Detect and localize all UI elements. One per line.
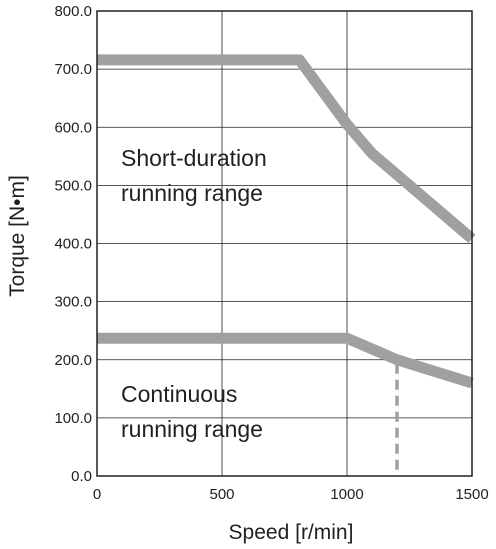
annotation-short-duration: Short-duration running range xyxy=(121,145,267,206)
x-tick-labels: 0 500 1000 1500 xyxy=(93,486,489,503)
annotation-line: running range xyxy=(121,180,263,206)
y-tick-label: 600.0 xyxy=(54,119,92,136)
y-axis-label: Torque [N•m] xyxy=(6,175,29,297)
x-tick-label: 0 xyxy=(93,486,101,503)
plot-frame xyxy=(96,10,473,477)
y-tick-label: 100.0 xyxy=(54,410,92,427)
x-tick-label: 500 xyxy=(209,486,234,503)
short-duration-curve xyxy=(97,54,476,244)
y-tick-label: 300.0 xyxy=(54,294,92,311)
annotation-continuous: Continuous running range xyxy=(121,381,263,442)
annotation-line: running range xyxy=(121,416,263,442)
annotation-line: Continuous xyxy=(121,381,237,407)
y-tick-label: 400.0 xyxy=(54,236,92,253)
y-tick-label: 800.0 xyxy=(54,3,92,20)
x-axis-label: Speed [r/min] xyxy=(229,521,354,544)
series-lines xyxy=(97,54,476,476)
y-tick-labels: 0.0 100.0 200.0 300.0 400.0 500.0 600.0 700.0 80… xyxy=(54,3,92,485)
annotation-line: Short-duration xyxy=(121,145,267,171)
continuous-curve xyxy=(97,332,474,389)
y-tick-label: 500.0 xyxy=(54,177,92,194)
x-tick-label: 1500 xyxy=(455,486,488,503)
x-tick-label: 1000 xyxy=(330,486,363,503)
y-tick-label: 700.0 xyxy=(54,61,92,78)
y-tick-label: 0.0 xyxy=(71,468,92,485)
y-tick-label: 200.0 xyxy=(54,352,92,369)
